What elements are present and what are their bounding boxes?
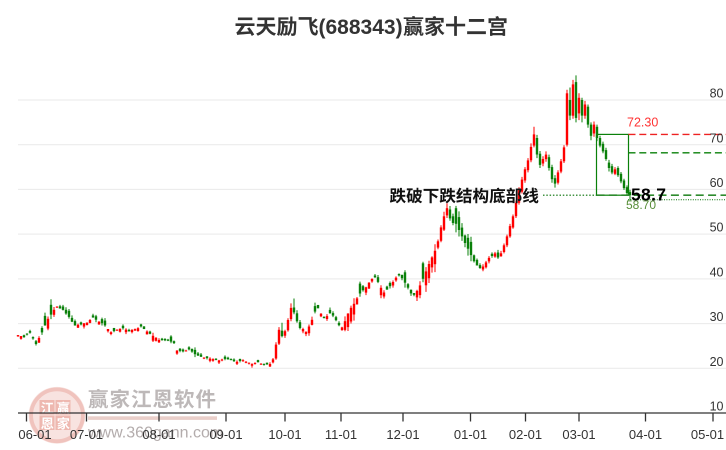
svg-text:58.70: 58.70 (626, 198, 656, 212)
svg-text:10-01: 10-01 (268, 427, 301, 442)
svg-text:40: 40 (710, 266, 724, 280)
svg-text:05-01: 05-01 (691, 427, 724, 442)
svg-text:02-01: 02-01 (509, 427, 542, 442)
svg-text:09-01: 09-01 (209, 427, 242, 442)
svg-text:(688343): (688343) (319, 16, 403, 39)
svg-text:10: 10 (710, 400, 724, 414)
svg-text:72.30: 72.30 (627, 115, 658, 129)
svg-text:12-01: 12-01 (386, 427, 419, 442)
svg-text:01-01: 01-01 (454, 427, 487, 442)
svg-text:07-01: 07-01 (70, 427, 103, 442)
svg-text:www.360gann.com: www.360gann.com (87, 425, 223, 442)
svg-text:70: 70 (710, 131, 724, 145)
svg-text:08-01: 08-01 (142, 427, 175, 442)
svg-text:11-01: 11-01 (325, 427, 357, 442)
svg-text:80: 80 (710, 87, 724, 101)
svg-text:58.7: 58.7 (631, 184, 666, 204)
svg-text:04-01: 04-01 (629, 427, 662, 442)
svg-text:50: 50 (710, 221, 724, 235)
svg-text:03-01: 03-01 (562, 427, 595, 442)
svg-text:60: 60 (710, 176, 724, 190)
svg-text:20: 20 (710, 355, 724, 369)
svg-text:30: 30 (710, 310, 724, 324)
svg-text:06-01: 06-01 (18, 427, 51, 442)
